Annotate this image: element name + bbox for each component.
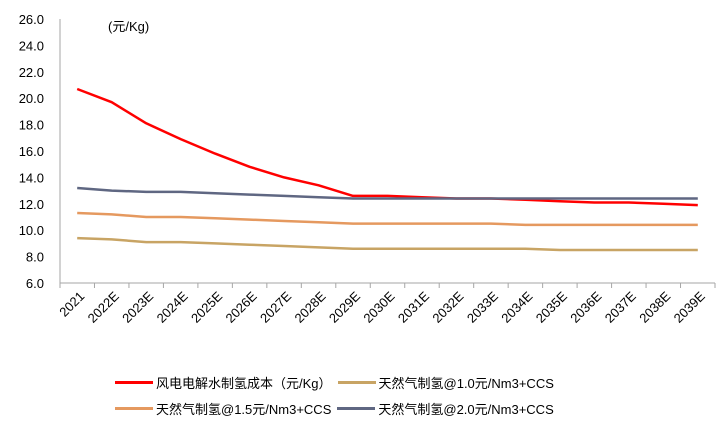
x-tick-label: 2033E: [464, 288, 501, 325]
legend-label: 天然气制氢@1.0元/Nm3+CCS: [378, 375, 554, 391]
y-tick-label: 20.0: [19, 91, 44, 106]
x-tick-label: 2030E: [360, 288, 397, 325]
x-tick-label: 2027E: [257, 288, 294, 325]
legend-item: 风电电解水制氢成本（元/Kg）: [115, 373, 332, 392]
series-line-1: [77, 236, 698, 252]
y-tick-label: 12.0: [19, 197, 44, 212]
y-tick-label: 8.0: [26, 250, 44, 265]
legend-swatch: [115, 406, 153, 410]
x-tick-label: 2028E: [291, 288, 328, 325]
y-tick-label: 14.0: [19, 170, 44, 185]
y-tick-label: 6.0: [26, 276, 44, 291]
y-tick-label: 18.0: [19, 118, 44, 133]
x-tick-label: 2036E: [567, 288, 604, 325]
y-tick-label: 24.0: [19, 38, 44, 53]
y-tick-label: 10.0: [19, 223, 44, 238]
x-tick-label: 2037E: [602, 288, 639, 325]
legend-item: 天然气制氢@1.0元/Nm3+CCS: [337, 373, 554, 392]
series-line-2: [77, 211, 698, 227]
legend: 风电电解水制氢成本（元/Kg） 天然气制氢@1.0元/Nm3+CCS 天然气制氢…: [115, 369, 560, 421]
y-tick-label: 22.0: [19, 65, 44, 80]
tick-labels: 6.0 8.0 10.0 12.0 14.0 16.0 18.0 20.0 22.0 24.0 26…: [19, 12, 708, 326]
axes: [59, 19, 716, 288]
series-line-3: [77, 186, 698, 200]
legend-label: 天然气制氢@1.5元/Nm3+CCS: [156, 401, 332, 417]
x-tick-label: 2038E: [636, 288, 673, 325]
legend-swatch: [337, 406, 376, 410]
series-lines: [76, 87, 698, 252]
x-tick-label: 2029E: [326, 288, 363, 325]
x-tick-label: 2039E: [671, 288, 708, 325]
y-tick-label: 26.0: [19, 12, 44, 27]
x-tick-label: 2025E: [188, 288, 225, 325]
legend-swatch: [337, 380, 376, 384]
x-tick-label: 2022E: [85, 288, 122, 325]
x-tick-label: 2021: [56, 289, 87, 320]
legend-item: 天然气制氢@1.5元/Nm3+CCS: [115, 399, 331, 418]
x-tick-label: 2034E: [498, 288, 535, 325]
legend-label: 风电电解水制氢成本（元/Kg）: [156, 375, 332, 391]
legend-swatch: [115, 380, 153, 384]
unit-label: (元/Kg): [108, 19, 149, 34]
series-line-0: [76, 87, 698, 207]
legend-label: 天然气制氢@2.0元/Nm3+CCS: [378, 401, 554, 417]
y-tick-label: 16.0: [19, 144, 44, 159]
x-tick-label: 2023E: [119, 288, 156, 325]
x-tick-label: 2032E: [429, 288, 466, 325]
x-tick-label: 2026E: [223, 288, 260, 325]
legend-item: 天然气制氢@2.0元/Nm3+CCS: [337, 399, 554, 418]
x-tick-label: 2024E: [154, 288, 191, 325]
x-tick-label: 2031E: [395, 288, 432, 325]
x-tick-label: 2035E: [533, 288, 570, 325]
